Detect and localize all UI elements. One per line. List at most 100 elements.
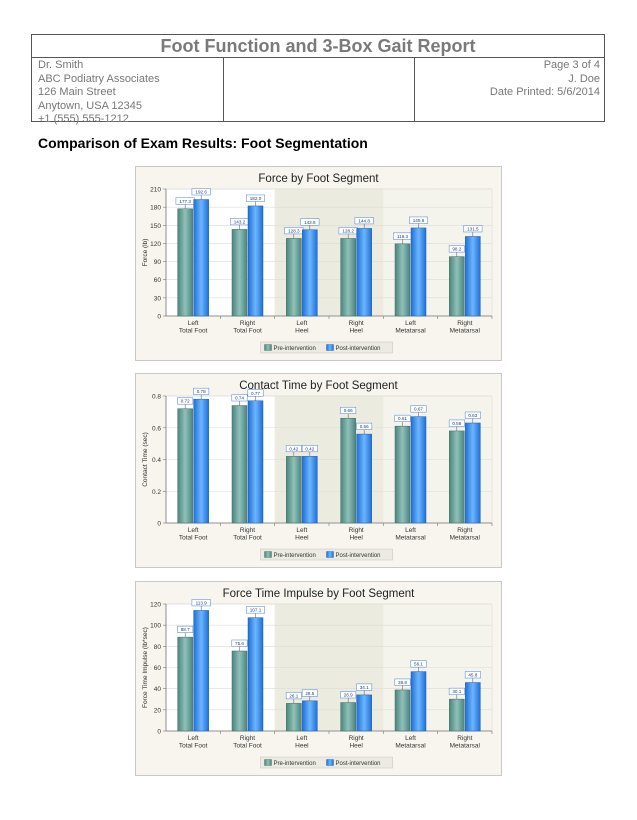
data-label-box xyxy=(231,394,248,402)
x-tick-label: Heel xyxy=(295,328,309,335)
y-tick-label: 0.6 xyxy=(152,425,161,432)
data-label: 30.1 xyxy=(452,689,461,694)
force-time-impulse-chart-svg: Force Time Impulse by Foot Segment 0 20 40 6… xyxy=(142,588,493,769)
x-tick-label: Metatarsal xyxy=(395,743,426,750)
report-meta: Page 3 of 4 J. Doe Date Printed: 5/6/201… xyxy=(415,58,604,122)
x-tick-label: Right xyxy=(349,320,364,327)
data-label: 131.5 xyxy=(467,226,479,231)
pre-intervention-bar xyxy=(449,430,465,524)
data-label-box xyxy=(340,691,357,699)
x-tick-label: Heel xyxy=(349,328,363,335)
contact-time-chart: Contact Time by Foot Segment 0 0.2 0.4 0.6 0.… xyxy=(135,373,502,568)
data-label-box xyxy=(300,218,320,226)
post-intervention-bar xyxy=(356,228,372,317)
x-tick-label: Metatarsal xyxy=(450,328,481,335)
legend-swatch-post xyxy=(326,759,334,766)
pre-intervention-bar xyxy=(394,243,411,317)
post-intervention-bar xyxy=(193,199,209,317)
x-tick-label: Metatarsal xyxy=(395,328,426,335)
x-tick-label: Right xyxy=(240,527,255,534)
legend-swatch-pre xyxy=(264,551,272,558)
data-label: 113.9 xyxy=(196,600,208,605)
y-axis-label: Force Time Impulse (lb*sec) xyxy=(142,627,149,708)
y-tick-label: 0.4 xyxy=(152,457,161,464)
x-tick-label: Metatarsal xyxy=(395,535,426,542)
y-tick-label: 210 xyxy=(150,187,161,194)
y-tick-label: 90 xyxy=(154,259,162,266)
data-label-box xyxy=(246,194,265,202)
x-tick-label: Right xyxy=(457,527,472,534)
pre-intervention-bar xyxy=(177,636,193,732)
pre-intervention-bar xyxy=(286,456,302,524)
y-tick-label: 100 xyxy=(150,623,161,630)
city-zip: Anytown, USA 12345 xyxy=(38,99,142,112)
data-label: 0.42 xyxy=(305,446,314,451)
data-label: 128.3 xyxy=(288,228,300,233)
data-label: 192.6 xyxy=(195,190,207,195)
data-label-box xyxy=(191,188,211,196)
date-printed: Date Printed: 5/6/2014 xyxy=(489,86,600,98)
report-title: Foot Function and 3-Box Gait Report xyxy=(32,35,604,58)
data-label-box xyxy=(177,625,194,633)
post-intervention-bar xyxy=(302,700,318,732)
plot-band xyxy=(274,189,329,316)
post-intervention-bar xyxy=(302,229,318,317)
x-tick-label: Heel xyxy=(349,535,363,542)
section-title: Comparison of Exam Results: Foot Segment… xyxy=(38,135,368,151)
x-tick-label: Total Foot xyxy=(233,743,262,750)
data-label: 177.3 xyxy=(179,199,191,204)
pre-intervention-bar xyxy=(177,408,193,524)
data-label: 38.8 xyxy=(398,680,407,685)
legend-swatch-post xyxy=(326,551,334,558)
x-tick-label: Left xyxy=(296,320,307,327)
x-tick-label: Right xyxy=(457,735,472,742)
data-label: 0.77 xyxy=(251,391,260,396)
data-label: 0.67 xyxy=(414,407,423,412)
post-intervention-bar xyxy=(410,671,427,732)
chart-title: Force Time Impulse by Foot Segment xyxy=(223,588,416,600)
data-label-box xyxy=(354,217,374,225)
legend-label-post: Post-intervention xyxy=(336,761,381,767)
data-label: 143.2 xyxy=(234,219,246,224)
data-label-box xyxy=(191,599,211,607)
data-label-box xyxy=(463,225,483,233)
data-label: 34.1 xyxy=(360,685,369,690)
post-intervention-bar xyxy=(247,400,264,524)
force-chart: Force by Foot Segment 0 30 60 90 120 150 180 210… xyxy=(135,166,502,361)
y-tick-label: 120 xyxy=(150,241,161,248)
data-label: 0.61 xyxy=(398,416,407,421)
data-label: 26.9 xyxy=(344,693,353,698)
x-tick-label: Left xyxy=(405,735,416,742)
pre-intervention-bar xyxy=(286,238,302,317)
data-label-box xyxy=(394,414,411,422)
page-number: Page 3 of 4 xyxy=(543,59,600,71)
data-label-box xyxy=(340,406,357,414)
data-label-box xyxy=(301,445,318,453)
data-label-box xyxy=(409,216,428,224)
x-tick-label: Left xyxy=(405,527,416,534)
y-tick-label: 30 xyxy=(154,295,162,302)
y-tick-label: 20 xyxy=(154,707,162,714)
x-tick-label: Heel xyxy=(349,743,363,750)
x-tick-label: Left xyxy=(296,527,307,534)
chart-title: Force by Foot Segment xyxy=(258,173,379,185)
practice-name: ABC Podiatry Associates xyxy=(38,72,160,85)
post-intervention-bar xyxy=(247,205,264,317)
data-label: 182.0 xyxy=(250,196,262,201)
data-label: 98.2 xyxy=(452,247,461,252)
y-tick-label: 0.2 xyxy=(152,489,161,496)
y-tick-label: 180 xyxy=(150,205,161,212)
plot-band xyxy=(329,189,384,316)
x-tick-label: Heel xyxy=(295,535,309,542)
data-label-box xyxy=(177,397,194,405)
legend-swatch-pre xyxy=(264,344,272,351)
x-tick-label: Total Foot xyxy=(233,328,262,335)
post-intervention-bar xyxy=(410,416,427,524)
x-tick-label: Total Foot xyxy=(179,328,208,335)
legend-label-pre: Pre-intervention xyxy=(274,346,316,352)
data-label: 119.3 xyxy=(397,234,409,239)
x-tick-label: Metatarsal xyxy=(450,743,481,750)
y-tick-label: 40 xyxy=(154,686,162,693)
post-intervention-bar xyxy=(193,398,209,524)
data-label-box xyxy=(285,692,302,700)
